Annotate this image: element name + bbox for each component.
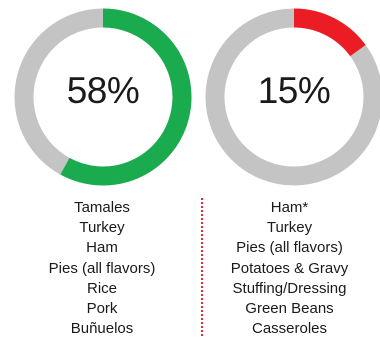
list-item: Ham* (270, 199, 309, 216)
list-item: Stuffing/Dressing (232, 279, 347, 297)
list-item: Pies (all flavors) (236, 239, 343, 257)
donut-chart-right: 15% (205, 8, 380, 186)
percent-label-right: 15% (257, 70, 331, 111)
donut-arc-left (60, 8, 192, 186)
donut-chart-left: 58% (14, 8, 192, 186)
food-list-left: Tamales Turkey Ham Pies (all flavors) Ri… (12, 198, 192, 339)
list-item: Casseroles (251, 320, 328, 338)
list-item: Turkey (79, 219, 125, 237)
list-item: Tamales (74, 199, 130, 216)
percent-label-left: 58% (66, 70, 140, 111)
donut-arc-right (293, 8, 366, 57)
list-item: Turkey (266, 219, 313, 237)
list-item: Rice (86, 279, 117, 297)
list-item: Potatoes & Gravy (230, 259, 349, 277)
donut-svg-right (205, 8, 380, 186)
list-item: Pork (86, 300, 118, 318)
donut-svg-left (14, 8, 192, 186)
dotted-divider (201, 198, 203, 336)
food-list-right: Ham* Turkey Pies (all flavors) Potatoes … (201, 198, 378, 339)
list-item: Pies (all flavors) (48, 259, 156, 277)
list-item: Buñuelos (70, 320, 134, 338)
list-item: Green Beans (245, 300, 334, 318)
list-item: Ham (86, 239, 118, 257)
